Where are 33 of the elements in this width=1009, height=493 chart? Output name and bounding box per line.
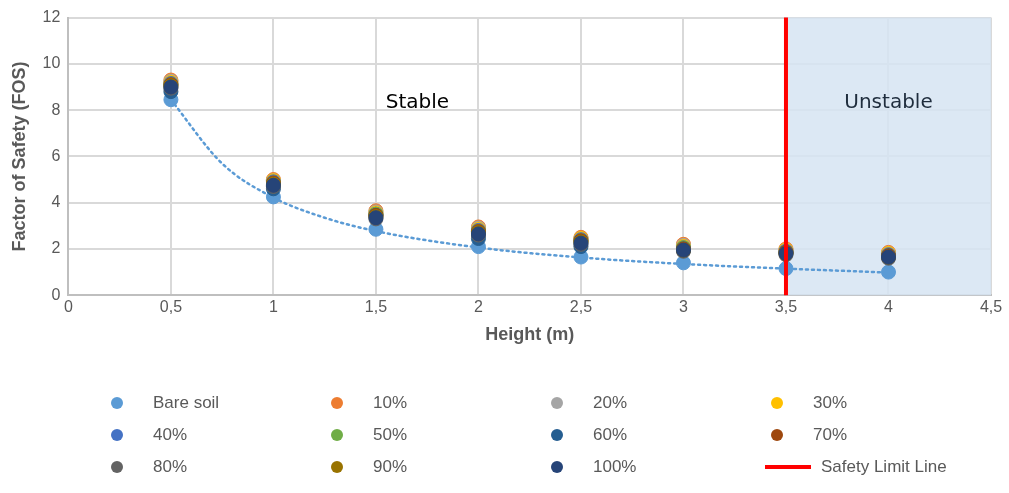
y-tick-label: 8 [51, 100, 61, 118]
y-tick-label: 4 [51, 193, 61, 211]
y-tick-label: 0 [51, 285, 61, 303]
x-tick-label: 3 [679, 298, 689, 316]
legend-label: 60% [593, 425, 628, 445]
x-tick-label: 1,5 [364, 298, 388, 316]
x-tick-label: 4,5 [979, 298, 1003, 316]
x-axis-title: Height (m) [485, 324, 575, 345]
x-tick-label: 2 [473, 298, 483, 316]
legend-label: 40% [153, 425, 188, 445]
x-tick-label: 4 [884, 298, 894, 316]
x-tick-label: 2,5 [569, 298, 593, 316]
x-tick-label: 0,5 [159, 298, 183, 316]
y-tick-label: 12 [42, 8, 61, 26]
legend-label: Safety Limit Line [821, 457, 947, 477]
legend-label: 100% [593, 457, 637, 477]
y-tick-label: 6 [51, 146, 61, 164]
legend-label: 80% [153, 457, 188, 477]
band-label: Unstable [844, 88, 933, 113]
y-axis-title: Factor of Safety (FOS) [8, 61, 29, 252]
annotation: Stable [385, 88, 450, 113]
legend-label: 70% [813, 425, 848, 445]
y-tick-label: 2 [51, 239, 61, 257]
x-tick-label: 1 [268, 298, 278, 316]
legend-label: Bare soil [153, 393, 220, 413]
legend-label: 90% [373, 457, 408, 477]
x-tick-label: 3,5 [774, 298, 798, 316]
legend-label: 10% [373, 393, 408, 413]
x-tick-label: 0 [63, 298, 73, 316]
legend-label: 20% [593, 393, 628, 413]
legend-label: 30% [813, 393, 848, 413]
legend-label: 50% [373, 425, 408, 445]
y-tick-label: 10 [42, 54, 61, 72]
